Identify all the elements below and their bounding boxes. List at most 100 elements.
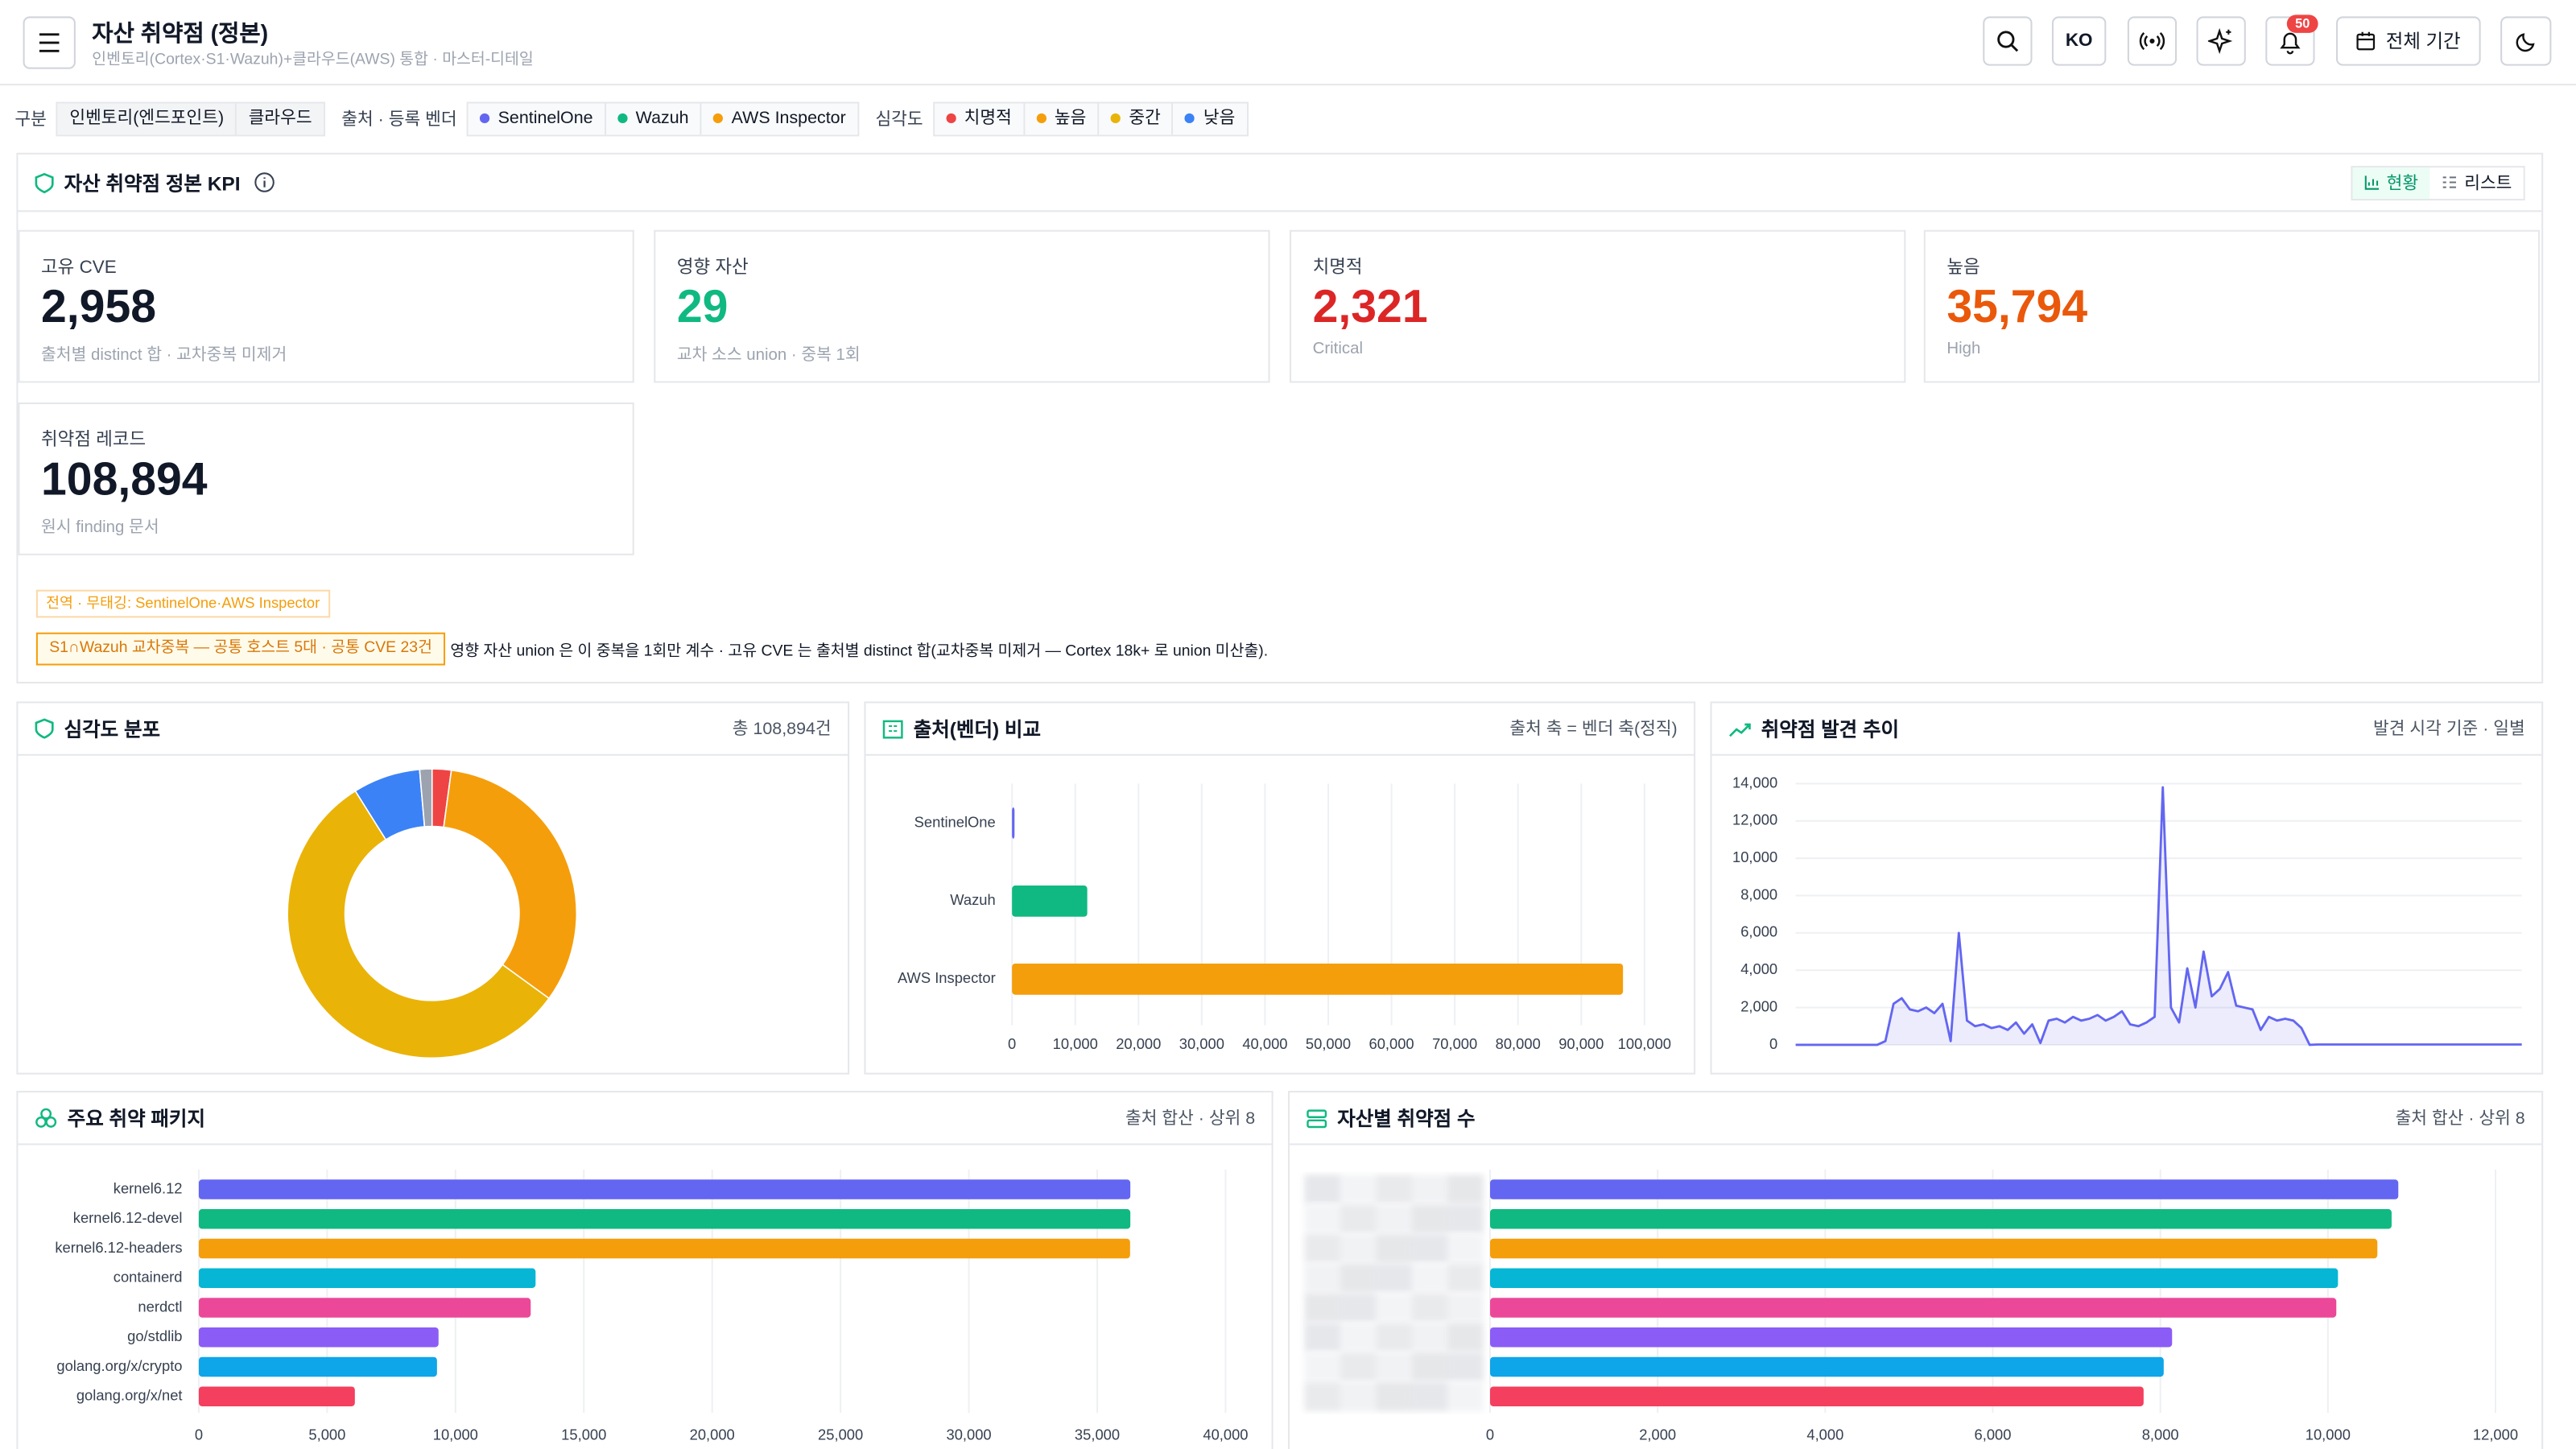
filter-group: 치명적 높음 중간 낮음 [932, 101, 1249, 136]
panel-summary: 출처 축 = 벤더 축(정직) [1509, 719, 1678, 740]
color-dot [1036, 113, 1046, 124]
filter-group: 인벤토리(엔드포인트) 클라우드 [56, 101, 325, 136]
tab-list[interactable]: 리스트 [2429, 167, 2523, 198]
filter-label: 심각도 [875, 109, 923, 130]
panel-title: 자산별 취약점 수 [1337, 1107, 1476, 1131]
trend-icon [1729, 722, 1751, 737]
kpi-label: 영향 자산 [676, 258, 749, 278]
panel-summary: 총 108,894건 [732, 719, 832, 740]
building-icon [882, 719, 903, 738]
chip-label: 치명적 [964, 107, 1012, 128]
filter-chip[interactable]: AWS Inspector [701, 102, 858, 134]
ai-button[interactable] [2196, 16, 2246, 66]
kpi-value: 29 [676, 280, 729, 332]
kpi-note: 원시 finding 문서 [41, 518, 159, 538]
tab-status[interactable]: 현황 [2351, 167, 2430, 198]
panel-header: 출처(벤더) 비교 출처 축 = 벤더 축(정직) [865, 703, 1695, 756]
filter-chip[interactable]: 클라우드 [237, 102, 324, 134]
theme-button[interactable] [2500, 16, 2552, 66]
kpi-card: 치명적 2,321 Critical [1290, 229, 1906, 383]
filter-group: SentinelOne Wazuh AWS Inspector [466, 101, 860, 136]
period-label: 전체 기간 [2385, 32, 2461, 53]
color-dot [713, 113, 724, 124]
scope-tag: 전역 · 무태깅: SentinelOne·AWS Inspector [35, 589, 330, 618]
filter-chip[interactable]: 치명적 [934, 102, 1026, 134]
filter-chip[interactable]: 인벤토리(엔드포인트) [58, 102, 237, 134]
kpi-label: 치명적 [1312, 258, 1363, 278]
menu-icon [39, 33, 60, 52]
chip-label: SentinelOne [497, 107, 593, 128]
kpi-note: 교차 소스 union · 중복 1회 [676, 346, 861, 365]
info-icon [254, 172, 275, 192]
package-icon [35, 1108, 57, 1128]
shield-icon [35, 718, 54, 739]
filter-chip[interactable]: 낮음 [1174, 102, 1247, 134]
kpi-value: 108,894 [41, 453, 208, 505]
chip-label: 낮음 [1203, 107, 1236, 128]
shield-icon [35, 171, 54, 193]
tab-label: 리스트 [2464, 173, 2512, 193]
kpi-value: 2,958 [41, 280, 157, 332]
chip-label: 높음 [1054, 107, 1087, 128]
kpi-panel: 자산 취약점 정본 KPI 현황 리스트 전역 · 무태깅: SentinelO… [16, 152, 2544, 683]
search-icon [1997, 31, 2019, 52]
panel-header: 자산별 취약점 수 출처 합산 · 상위 8 [1290, 1092, 2542, 1146]
overlap-badge: S1∩Wazuh 교차중복 — 공통 호스트 5대 · 공통 CVE 23건 [35, 632, 446, 666]
severity-panel: 심각도 분포 총 108,894건 [16, 701, 850, 1075]
color-dot [617, 113, 628, 124]
broadcast-button[interactable] [2127, 16, 2178, 66]
asset-panel: 자산별 취약점 수 출처 합산 · 상위 8 [1287, 1091, 2544, 1449]
panel-summary: 출처 합산 · 상위 8 [2395, 1108, 2525, 1129]
kpi-card: 취약점 레코드 108,894 원시 finding 문서 [18, 402, 634, 555]
filter-chip[interactable]: 중간 [1099, 102, 1174, 134]
view-tabs: 현황 리스트 [2350, 165, 2525, 200]
kpi-note: 출처별 distinct 합 · 교차중복 미제거 [41, 346, 287, 365]
panel-title: 심각도 분포 [64, 717, 161, 741]
panel-header: 심각도 분포 총 108,894건 [18, 703, 848, 756]
color-dot [946, 113, 956, 124]
kpi-card: 높음 35,794 High [1923, 229, 2541, 383]
filter-chip[interactable]: SentinelOne [468, 102, 606, 134]
color-dot [1110, 113, 1121, 124]
panel-title: 주요 취약 패키지 [67, 1107, 206, 1131]
search-button[interactable] [1983, 16, 2033, 66]
panel-header: 주요 취약 패키지 출처 합산 · 상위 8 [18, 1092, 1272, 1146]
kpi-card: 영향 자산 29 교차 소스 union · 중복 1회 [654, 229, 1270, 383]
filter-bar: 구분 인벤토리(엔드포인트) 클라우드 출처 · 등록 벤더 SentinelOne Wa… [14, 100, 1249, 136]
overlap-row: S1∩Wazuh 교차중복 — 공통 호스트 5대 · 공통 CVE 23건 영… [35, 632, 1268, 666]
kpi-label: 높음 [1946, 258, 1980, 278]
kpi-header: 자산 취약점 정본 KPI 현황 리스트 [18, 155, 2542, 213]
color-dot [1185, 113, 1195, 124]
kpi-label: 고유 CVE [41, 258, 117, 278]
period-button[interactable]: 전체 기간 [2336, 16, 2481, 66]
bell-icon [2280, 31, 2301, 54]
moon-icon [2515, 33, 2534, 52]
kpi-card: 고유 CVE 2,958 출처별 distinct 합 · 교차중복 미제거 [18, 229, 634, 383]
chip-label: 중간 [1129, 107, 1161, 128]
tab-label: 현황 [2386, 173, 2419, 193]
calendar-icon [2356, 31, 2376, 51]
kpi-note: High [1946, 340, 1981, 358]
chart-icon [2364, 175, 2379, 190]
kpi-value: 2,321 [1312, 280, 1428, 332]
sparkle-icon [2207, 27, 2233, 55]
page-title: 자산 취약점 (정본) [92, 19, 269, 47]
chip-label: AWS Inspector [731, 107, 846, 128]
header-divider [0, 84, 2576, 86]
filter-chip[interactable]: Wazuh [605, 102, 702, 134]
language-button[interactable]: KO [2051, 16, 2107, 66]
panel-title: 출처(벤더) 비교 [913, 717, 1042, 741]
filter-label: 출처 · 등록 벤더 [341, 109, 457, 130]
package-panel: 주요 취약 패키지 출처 합산 · 상위 8 [16, 1091, 1274, 1449]
kpi-value: 35,794 [1946, 280, 2088, 332]
broadcast-icon [2139, 31, 2165, 51]
vendor-panel: 출처(벤더) 비교 출처 축 = 벤더 축(정직) [864, 701, 1696, 1075]
menu-button[interactable] [23, 16, 76, 69]
list-icon [2442, 176, 2457, 188]
page-subtitle: 인벤토리(Cortex·S1·Wazuh)+클라우드(AWS) 통합 · 마스터… [92, 51, 534, 69]
server-icon [1307, 1108, 1327, 1128]
filter-chip[interactable]: 높음 [1025, 102, 1100, 134]
kpi-title: 자산 취약점 정본 KPI [64, 171, 241, 195]
panel-title: 취약점 발견 추이 [1761, 717, 1900, 741]
